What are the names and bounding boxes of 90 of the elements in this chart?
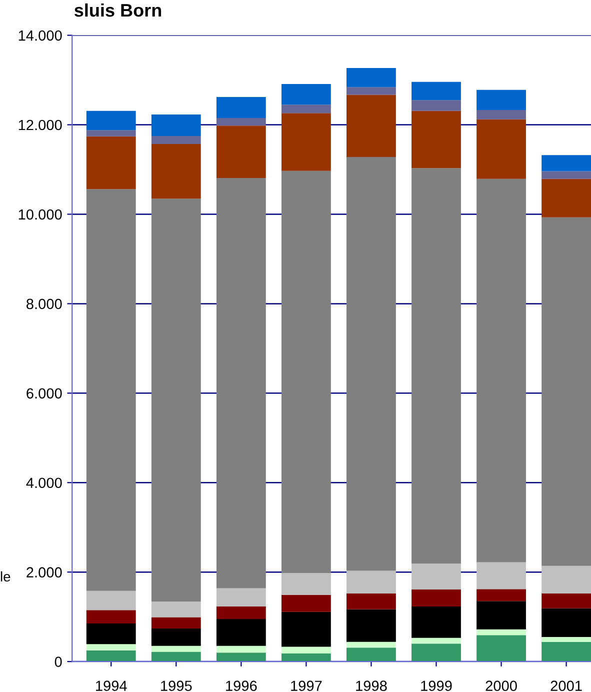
bar [346, 594, 396, 610]
bar [412, 590, 461, 607]
bar [281, 654, 331, 662]
bar [151, 617, 201, 628]
bar [346, 68, 396, 88]
bar [412, 564, 461, 590]
bar [281, 84, 331, 105]
bar [281, 104, 331, 114]
bar [476, 90, 526, 110]
chart-title: sluis Born [74, 3, 162, 17]
bar [476, 110, 526, 120]
y-tick-label: 10.000 [18, 209, 62, 220]
bar [281, 646, 331, 654]
bar [151, 628, 201, 646]
bar [476, 178, 526, 562]
bar [281, 572, 331, 595]
bar [346, 87, 396, 95]
bar [86, 130, 136, 136]
bar [86, 644, 136, 650]
x-tick-label: 1995 [161, 680, 192, 692]
bar [412, 82, 461, 100]
bar [542, 217, 591, 566]
bar [412, 100, 461, 111]
bar [412, 606, 461, 638]
bar [476, 589, 526, 602]
bar [542, 642, 591, 662]
bar [542, 155, 591, 172]
bar [151, 136, 201, 144]
bar [542, 608, 591, 637]
bar [86, 189, 136, 591]
x-tick-label: 1997 [291, 680, 322, 692]
bar [542, 178, 591, 218]
bar [476, 562, 526, 590]
bar [476, 629, 526, 636]
bar [476, 635, 526, 662]
y-tick-label: 14.000 [18, 30, 62, 41]
bar [151, 144, 201, 199]
bar [476, 119, 526, 179]
bar [86, 650, 136, 662]
bar [412, 644, 461, 662]
bar [542, 566, 591, 594]
bar [281, 113, 331, 171]
bar [151, 114, 201, 136]
bar [542, 636, 591, 642]
bar [346, 156, 396, 571]
bar [151, 652, 201, 662]
text: le [0, 571, 10, 582]
bar [86, 590, 136, 610]
y-tick-label: 4.000 [26, 478, 62, 488]
bar [412, 638, 461, 644]
x-tick-label: 1998 [356, 680, 387, 692]
bar [216, 619, 266, 646]
bar [216, 126, 266, 178]
bar [86, 110, 136, 130]
bar [281, 612, 331, 647]
bar [542, 594, 591, 608]
bar [281, 170, 331, 573]
bar [346, 609, 396, 642]
bar [346, 642, 396, 648]
bar [412, 168, 461, 564]
bar [216, 588, 266, 607]
bar [216, 178, 266, 588]
y-tick-label: 0 [54, 656, 62, 667]
x-tick-label: 2001 [550, 680, 582, 692]
bar [216, 118, 266, 126]
bar [216, 652, 266, 662]
y-tick-label: 12.000 [18, 120, 62, 130]
bar [216, 97, 266, 118]
bar [151, 646, 201, 652]
x-tick-label: 1999 [421, 680, 452, 692]
bar [346, 570, 396, 594]
y-tick-label: 8.000 [26, 298, 62, 310]
bar [151, 198, 201, 602]
x-tick-label: 1994 [96, 680, 127, 692]
bar [542, 171, 591, 179]
bar [86, 136, 136, 190]
bar [151, 602, 201, 618]
y-tick-label: 2.000 [26, 567, 62, 578]
x-tick-label: 1996 [226, 680, 257, 692]
bar [86, 624, 136, 644]
bar [216, 646, 266, 653]
bar [281, 594, 331, 612]
bar [346, 94, 396, 157]
bar [216, 606, 266, 620]
x-tick-label: 2000 [486, 680, 517, 692]
bar [476, 601, 526, 630]
bar [412, 110, 461, 168]
bar [346, 648, 396, 662]
y-tick-label: 6.000 [26, 388, 62, 399]
bar [86, 610, 136, 624]
